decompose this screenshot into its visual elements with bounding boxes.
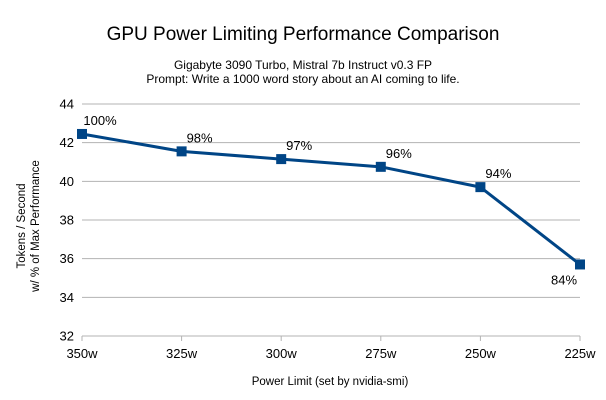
series: 100% 98% 97% 96% 94% 84% — [77, 113, 585, 287]
data-point-marker — [176, 146, 187, 157]
y-axis-label-line-2: w/ % of Max Performance — [30, 160, 42, 293]
y-tick-labels: 32 34 36 38 40 42 44 — [60, 97, 74, 344]
data-label: 97% — [286, 138, 312, 153]
data-point-marker — [77, 128, 87, 139]
chart-subtitle-line-1: Gigabyte 3090 Turbo, Mistral 7b Instruct… — [174, 58, 432, 72]
data-point-marker — [475, 182, 486, 193]
data-point-marker — [575, 259, 585, 270]
y-tick-label: 32 — [60, 329, 74, 344]
data-point-marker — [276, 154, 287, 165]
x-tick-label: 325w — [166, 346, 198, 361]
data-label: 94% — [485, 166, 511, 181]
x-tick-label: 300w — [266, 346, 298, 361]
y-tick-label: 42 — [60, 135, 74, 150]
y-axis-label-line-1: Tokens / Second — [16, 183, 28, 268]
x-tick-label: 275w — [365, 346, 397, 361]
x-axis-ticks — [81, 336, 581, 341]
data-point-marker — [375, 161, 386, 172]
series-line — [81, 132, 581, 266]
x-tick-label: 225w — [564, 346, 596, 361]
chart-title: GPU Power Limiting Performance Compariso… — [107, 24, 500, 45]
data-label: 96% — [386, 146, 412, 161]
y-tick-label: 44 — [60, 97, 74, 112]
data-label: 100% — [83, 113, 117, 128]
y-tick-label: 34 — [60, 290, 74, 305]
y-tick-label: 38 — [60, 213, 74, 228]
y-tick-label: 36 — [60, 251, 74, 266]
data-label: 84% — [551, 272, 577, 287]
gridlines — [82, 103, 580, 337]
x-tick-labels: 350w 325w 300w 275w 250w 225w — [66, 346, 596, 361]
x-tick-label: 350w — [66, 346, 98, 361]
y-axis-label: Tokens / Second w/ % of Max Performance — [16, 160, 42, 293]
x-tick-label: 250w — [465, 346, 497, 361]
y-tick-label: 40 — [60, 174, 74, 189]
chart-subtitle-line-2: Prompt: Write a 1000 word story about an… — [146, 72, 459, 86]
x-axis-label: Power Limit (set by nvidia-smi) — [252, 376, 409, 388]
data-label: 98% — [187, 130, 213, 145]
